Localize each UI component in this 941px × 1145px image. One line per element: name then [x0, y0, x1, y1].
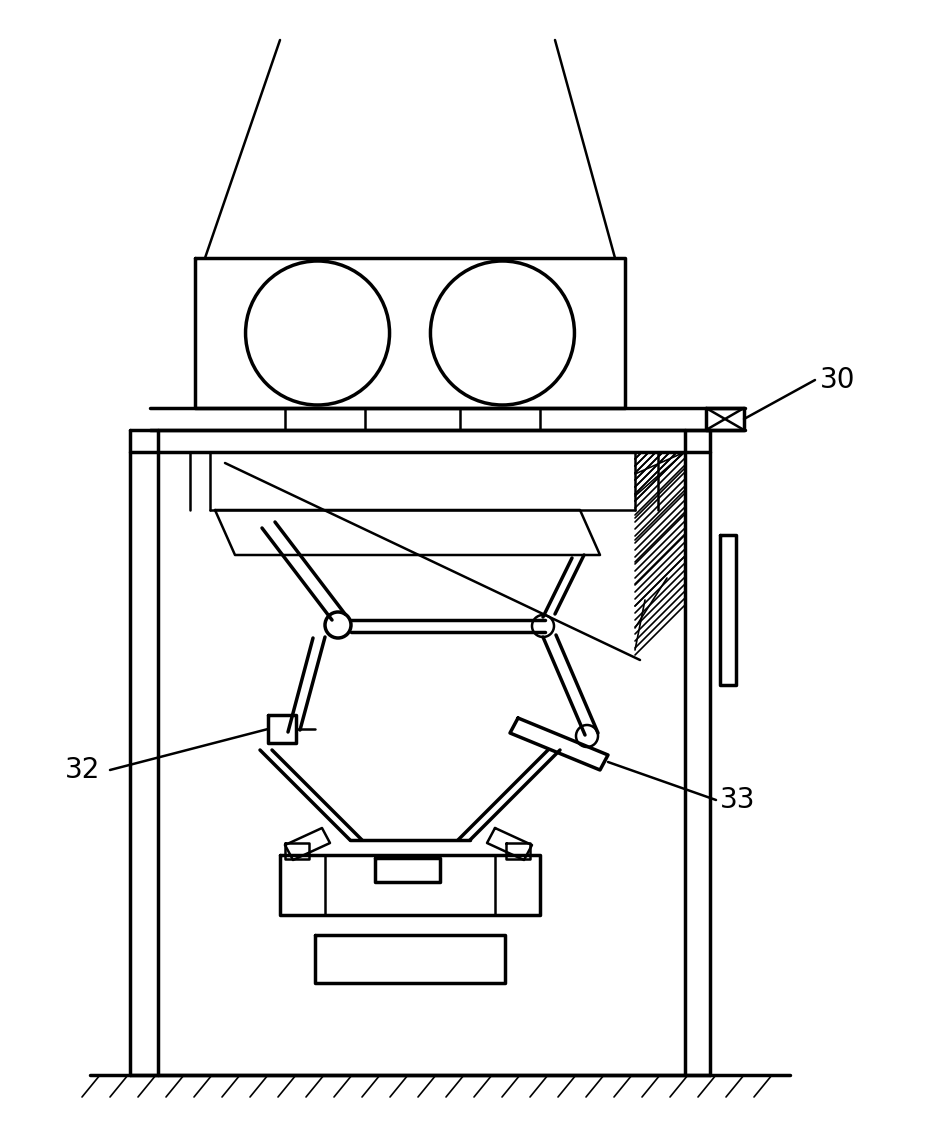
- Text: 33: 33: [720, 785, 756, 814]
- Text: 30: 30: [820, 366, 855, 394]
- Text: 32: 32: [65, 756, 101, 784]
